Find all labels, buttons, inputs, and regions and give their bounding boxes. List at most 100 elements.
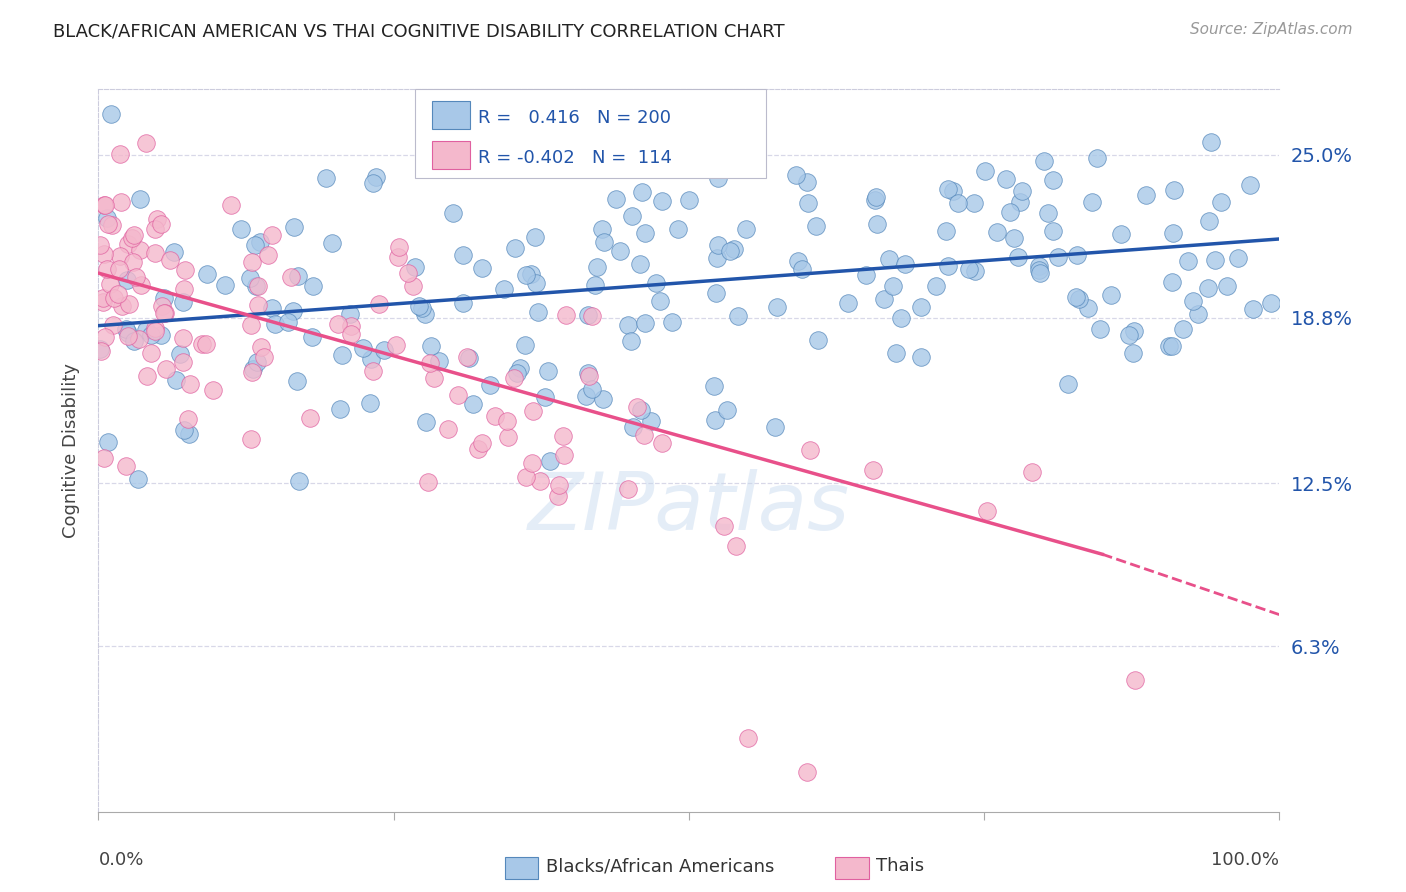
Point	[1161, 275, 1184, 289]
Point	[127, 472, 149, 486]
Point	[141, 327, 163, 342]
Text: Thais: Thais	[876, 857, 924, 875]
Point	[523, 230, 546, 244]
Point	[471, 261, 494, 276]
Point	[796, 765, 818, 780]
Point	[447, 388, 470, 402]
Text: R = -0.402   N =  114: R = -0.402 N = 114	[478, 149, 672, 167]
Point	[173, 282, 195, 296]
Point	[122, 228, 145, 243]
Point	[650, 294, 672, 309]
Point	[97, 434, 120, 449]
Point	[524, 276, 547, 290]
Point	[159, 253, 181, 268]
Point	[785, 169, 807, 183]
Point	[280, 269, 302, 284]
Point	[108, 147, 131, 161]
Point	[1123, 673, 1146, 688]
Point	[214, 278, 236, 293]
Point	[1239, 178, 1261, 193]
Point	[806, 219, 828, 233]
Point	[890, 311, 912, 326]
Point	[115, 273, 138, 287]
Point	[458, 351, 481, 365]
Point	[494, 282, 516, 296]
Point	[633, 427, 655, 442]
Point	[366, 170, 388, 185]
Point	[128, 243, 150, 257]
Point	[763, 420, 786, 434]
Point	[631, 185, 654, 199]
Point	[592, 392, 614, 406]
Point	[441, 206, 464, 220]
Point	[737, 731, 759, 746]
Point	[146, 211, 169, 226]
Point	[534, 390, 557, 404]
Point	[995, 172, 1018, 186]
Point	[620, 334, 643, 348]
Point	[287, 474, 309, 488]
Point	[262, 301, 284, 316]
Point	[100, 107, 122, 121]
Point	[515, 470, 537, 484]
Point	[363, 364, 385, 378]
Point	[553, 448, 575, 462]
Point	[155, 362, 177, 376]
Point	[321, 236, 343, 251]
Point	[173, 423, 195, 437]
Point	[240, 255, 263, 269]
Point	[963, 263, 986, 277]
Point	[628, 256, 651, 270]
Point	[427, 353, 450, 368]
Point	[1081, 195, 1104, 210]
Point	[239, 270, 262, 285]
Point	[1066, 290, 1088, 304]
Point	[404, 260, 426, 275]
Point	[413, 101, 436, 115]
Point	[936, 259, 959, 273]
Point	[110, 194, 132, 209]
Point	[681, 129, 703, 144]
Point	[93, 247, 115, 261]
Point	[145, 246, 167, 260]
Point	[873, 292, 896, 306]
Point	[91, 295, 114, 310]
Point	[129, 277, 152, 292]
Point	[1069, 292, 1091, 306]
Point	[707, 170, 730, 185]
Point	[617, 482, 640, 496]
Point	[101, 219, 124, 233]
Point	[202, 383, 225, 397]
Point	[703, 379, 725, 393]
Point	[704, 413, 727, 427]
Point	[191, 337, 214, 351]
Point	[197, 267, 219, 281]
Point	[1181, 294, 1204, 309]
Point	[402, 279, 425, 293]
Point	[461, 397, 484, 411]
Point	[1173, 321, 1195, 335]
Point	[1032, 154, 1054, 169]
Point	[796, 195, 818, 210]
Point	[1163, 183, 1185, 197]
Point	[143, 321, 166, 335]
Point	[91, 292, 114, 306]
Point	[387, 250, 409, 264]
Point	[724, 540, 747, 554]
Point	[621, 209, 644, 223]
Point	[581, 382, 603, 396]
Point	[529, 475, 551, 489]
Point	[484, 409, 506, 424]
Point	[256, 248, 278, 262]
Point	[1209, 194, 1232, 209]
Point	[93, 451, 115, 466]
Point	[1077, 301, 1099, 315]
Point	[592, 235, 614, 250]
Point	[1002, 230, 1025, 244]
Point	[100, 277, 122, 291]
Point	[339, 319, 361, 334]
Point	[877, 252, 900, 266]
Point	[837, 296, 859, 310]
Point	[678, 194, 700, 208]
Point	[360, 351, 382, 366]
